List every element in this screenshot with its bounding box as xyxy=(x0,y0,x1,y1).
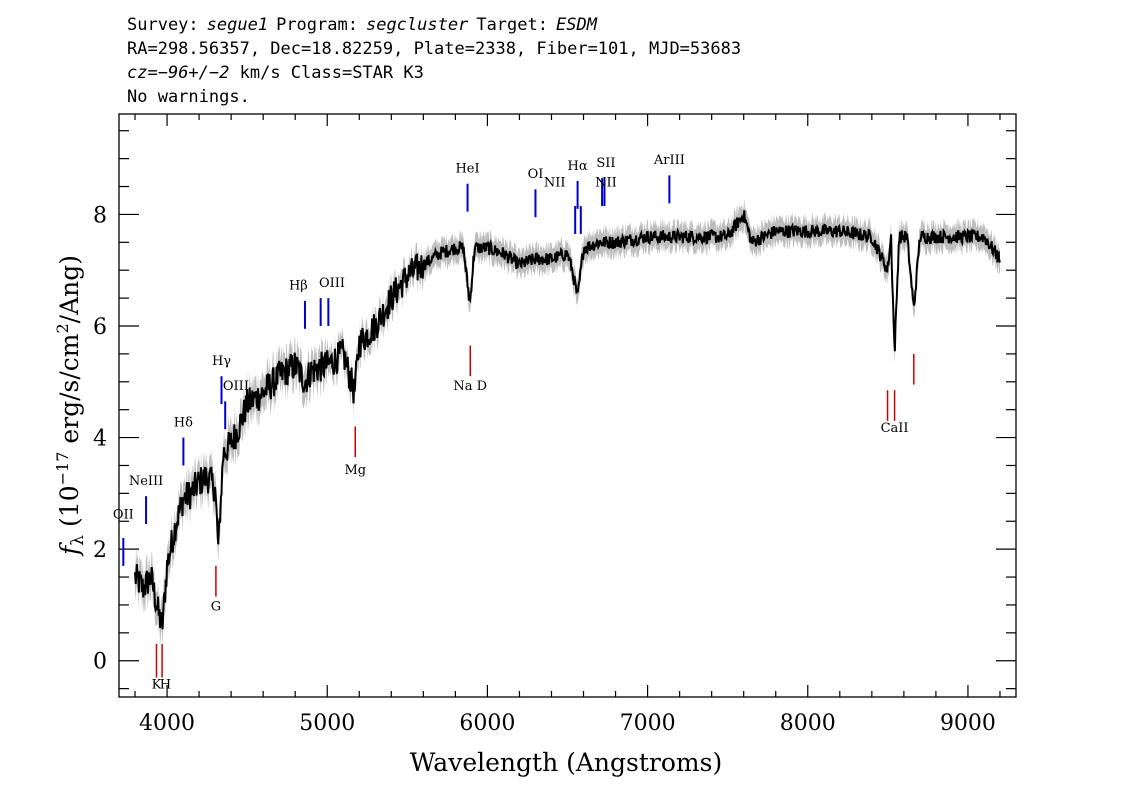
emission-line-label: NeIII xyxy=(129,474,163,489)
survey-value: segue1 xyxy=(207,15,268,35)
header-line-4: No warnings. xyxy=(127,87,250,107)
absorption-line-label: CaII xyxy=(881,421,909,436)
y-tick-label: 8 xyxy=(93,203,107,228)
emission-line-label: OIII xyxy=(223,379,249,394)
emission-line-label: SII xyxy=(596,156,615,171)
y-axis-title: fλ (10−17 erg/s/cm2/Ang) xyxy=(53,255,88,557)
y-title-pre: (10 xyxy=(55,485,84,527)
y-tick-label: 4 xyxy=(93,427,107,452)
emission-line-label: NII xyxy=(544,176,566,191)
program-value: segcluster xyxy=(366,15,469,35)
header-line-3: cz=−96+/−2 km/s Class=STAR K3 xyxy=(127,63,424,83)
x-tick-label: 7000 xyxy=(620,711,676,736)
x-tick-label: 6000 xyxy=(459,711,515,736)
flux-line xyxy=(134,210,1001,630)
y-tick-label: 0 xyxy=(93,650,107,675)
emission-line-label: OI xyxy=(528,167,544,182)
y-title-exp2: 2 xyxy=(53,323,72,333)
cz-value: −96+/−2 xyxy=(158,63,230,83)
x-tick-label: 4000 xyxy=(139,711,195,736)
emission-line-label: Hδ xyxy=(174,415,193,430)
emission-line-label: Hα xyxy=(568,159,588,174)
plot-frame xyxy=(118,113,1017,698)
program-label: Program: xyxy=(276,15,358,35)
error-band xyxy=(135,198,1000,646)
emission-line-label: OII xyxy=(113,507,134,522)
y-title-post: /Ang) xyxy=(55,255,84,323)
y-title-mid: erg/s/cm xyxy=(55,333,84,451)
cz-rest: km/s Class=STAR K3 xyxy=(229,63,423,83)
survey-label: Survey: xyxy=(127,15,199,35)
x-axis-title: Wavelength (Angstroms) xyxy=(410,748,722,777)
y-title-sub: λ xyxy=(68,535,88,546)
target-value: ESDM xyxy=(556,15,598,35)
x-tick-label: 9000 xyxy=(940,711,996,736)
emission-line-label: OIII xyxy=(319,276,345,291)
absorption-line-label: Mg xyxy=(344,463,366,478)
axis-ticks: 4000 5000 6000 7000 8000 9000 0 2 4 6 8 xyxy=(93,114,1016,736)
absorption-line-label: G xyxy=(211,600,221,615)
target-label: Target: xyxy=(476,15,548,35)
y-tick-label: 2 xyxy=(93,538,107,563)
absorption-line-label: K xyxy=(152,678,162,693)
x-tick-label: 5000 xyxy=(299,711,355,736)
emission-line-label: Hβ xyxy=(289,279,308,294)
emission-line-label: NII xyxy=(595,176,617,191)
emission-line-label: Hγ xyxy=(212,354,231,369)
plot-area xyxy=(118,113,1017,698)
emission-line-label: ArIII xyxy=(653,153,685,168)
x-tick-label: 8000 xyxy=(780,711,836,736)
cz-label: cz= xyxy=(127,63,158,83)
y-title-exp1: −17 xyxy=(53,452,72,486)
header-line-1: Survey: segue1 Program: segcluster Target: ES… xyxy=(127,15,598,35)
absorption-line-label: H xyxy=(160,678,171,693)
header-line-2: RA=298.56357, Dec=18.82259, Plate=2338, … xyxy=(127,39,741,59)
emission-line-label: HeI xyxy=(455,162,479,177)
absorption-line-label: Na D xyxy=(453,379,487,394)
y-tick-label: 6 xyxy=(93,315,107,340)
y-title-f: f xyxy=(55,542,84,557)
